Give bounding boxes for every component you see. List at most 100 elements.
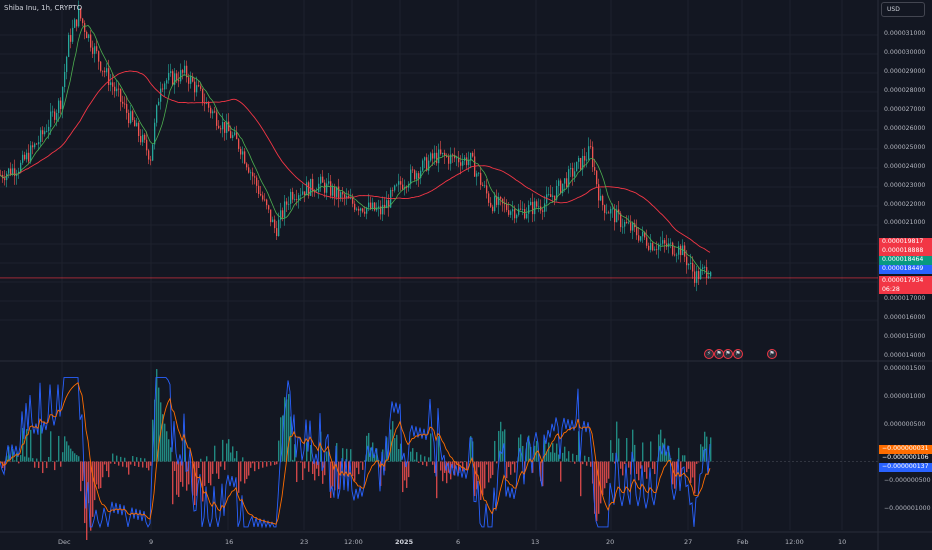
macd-histogram-bar — [518, 437, 520, 462]
time-label: 20 — [606, 538, 615, 546]
macd-histogram-bar — [14, 460, 16, 462]
lightning-icon[interactable]: ⚡ — [704, 349, 714, 359]
macd-histogram-bar — [600, 461, 602, 504]
macd-histogram-bar — [252, 461, 254, 464]
candle-body — [180, 70, 182, 82]
macd-histogram-bar — [290, 416, 292, 462]
macd-histogram-bar — [178, 461, 180, 497]
macd-histogram-bar — [130, 461, 132, 465]
macd-histogram-bar — [652, 461, 654, 469]
candle-body — [194, 81, 196, 93]
macd-histogram-bar — [442, 461, 444, 482]
candle-body — [414, 170, 416, 180]
macd-histogram-bar — [200, 458, 202, 462]
macd-histogram-bar — [248, 461, 250, 476]
macd-histogram-bar — [534, 445, 536, 462]
candle-body — [262, 195, 264, 200]
macd-histogram-bar — [114, 461, 116, 465]
price-label: 0.000021000 — [884, 219, 926, 226]
macd-histogram-bar — [296, 461, 298, 483]
candle-body — [96, 46, 98, 52]
macd-histogram-bar — [606, 461, 608, 483]
macd-histogram-bar — [106, 461, 108, 472]
candle-body — [432, 153, 434, 159]
candle-body — [700, 269, 702, 280]
candle-body — [118, 88, 120, 90]
candle-body — [626, 221, 628, 223]
macd-signal-badge: −0.000000031 — [879, 445, 932, 454]
currency-button[interactable]: USD — [881, 2, 925, 17]
macd-histogram-bar — [218, 461, 220, 479]
macd-histogram-bar — [432, 461, 434, 465]
macd-histogram-bar — [574, 461, 576, 464]
macd-histogram-bar — [544, 439, 546, 462]
candle-body — [398, 181, 400, 185]
macd-histogram-bar — [630, 461, 632, 475]
candle-body — [226, 121, 228, 133]
candle-body — [166, 80, 168, 84]
macd-histogram-bar — [94, 461, 96, 501]
macd-histogram-bar — [166, 431, 168, 462]
candle-body — [372, 202, 374, 209]
candle-body — [516, 214, 518, 219]
candle-body — [526, 213, 528, 219]
macd-histogram-bar — [112, 453, 114, 462]
candle-body — [204, 102, 206, 104]
macd-histogram-bar — [300, 461, 302, 463]
macd-histogram-bar — [202, 461, 204, 502]
candle-body — [294, 198, 296, 200]
macd-histogram-bar — [596, 461, 598, 522]
candle-body — [602, 195, 604, 206]
flag-icon[interactable]: ⚑ — [733, 349, 743, 359]
candle-body — [600, 195, 602, 201]
candle-body — [464, 157, 466, 161]
candle-body — [676, 254, 678, 256]
candle-body — [170, 71, 172, 73]
candle-body — [182, 70, 184, 73]
candle-body — [594, 167, 596, 171]
macd-histogram-bar — [50, 431, 52, 462]
candle-body — [362, 208, 364, 212]
macd-histogram-bar — [82, 461, 84, 481]
price-badge: 0.000018449 — [879, 265, 932, 274]
macd-histogram-bar — [88, 461, 90, 504]
candle-body — [334, 186, 336, 197]
candle-body — [130, 111, 132, 124]
candle-body — [42, 130, 44, 135]
macd-histogram-bar — [192, 461, 194, 496]
macd-histogram-bar — [266, 461, 268, 467]
macd-histogram-bar — [232, 446, 234, 462]
macd-histogram-bar — [586, 461, 588, 466]
candle-body — [436, 152, 438, 164]
time-label: 16 — [225, 538, 234, 546]
macd-histogram-bar — [412, 448, 414, 462]
macd-histogram-bar — [444, 461, 446, 473]
macd-histogram-bar — [48, 456, 50, 462]
macd-histogram-bar — [308, 461, 310, 472]
macd-histogram-bar — [388, 460, 390, 462]
macd-histogram-bar — [568, 451, 570, 462]
candle-body — [514, 209, 516, 219]
macd-histogram-bar — [646, 461, 648, 479]
macd-histogram-bar — [206, 456, 208, 462]
candle-body — [628, 222, 630, 224]
candle-body — [518, 208, 520, 215]
macd-histogram-bar — [38, 461, 40, 468]
candle-body — [504, 203, 506, 205]
flag-icon[interactable]: ⚑ — [767, 349, 777, 359]
macd-histogram-bar — [504, 429, 506, 462]
macd-histogram-bar — [154, 399, 156, 462]
candle-body — [584, 155, 586, 161]
macd-histogram-bar — [184, 440, 186, 462]
macd-histogram-bar — [588, 456, 590, 462]
macd-histogram-bar — [338, 461, 340, 490]
macd-histogram-bar — [488, 461, 490, 483]
flag-icon[interactable]: ⚑ — [723, 349, 733, 359]
macd-histogram-bar — [612, 452, 614, 462]
macd-histogram-bar — [418, 461, 420, 463]
macd-histogram-bar — [108, 461, 110, 478]
indicator-label: 0.000001000 — [884, 393, 926, 400]
candle-body — [482, 184, 484, 186]
macd-histogram-bar — [628, 461, 630, 468]
